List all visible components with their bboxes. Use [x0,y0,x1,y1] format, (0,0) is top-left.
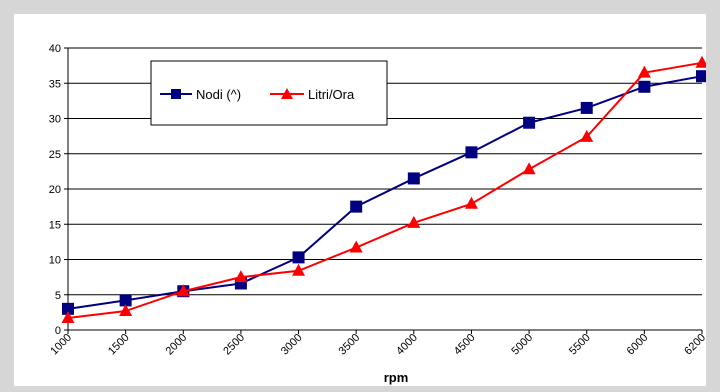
series-line [67,61,703,320]
x-tick-label: 5000 [509,332,535,358]
x-axis-title: rpm [384,370,409,385]
x-tick-label: 1500 [106,332,132,358]
legend-square-marker [171,89,181,99]
legend-triangle-marker [281,88,293,99]
x-tick-label: 2500 [221,332,247,358]
data-point-square [580,101,593,114]
data-point-triangle [234,270,248,283]
x-tick-label: 1000 [48,332,74,358]
y-tick-label: 10 [49,255,61,267]
data-point-square [638,80,651,93]
legend-label: Nodi (^) [196,87,241,102]
data-point-square [62,302,74,315]
y-tick-label: 15 [49,219,61,231]
y-tick-label: 0 [55,325,61,337]
y-tick-label: 5 [55,290,61,302]
data-point-triangle [292,263,306,276]
legend: Nodi (^) Litri/Ora [150,60,388,126]
y-tick-label: 40 [49,43,61,55]
x-tick-label: 5500 [567,332,593,358]
data-point-triangle [176,284,190,297]
data-point-triangle [61,311,75,324]
data-point-triangle [407,215,421,228]
x-tick-label: 6000 [625,332,651,358]
data-point-square [292,251,305,264]
x-tick-label: 4000 [394,332,420,358]
data-point-triangle [522,162,536,175]
data-point-square [407,172,420,185]
data-point-square [350,200,363,213]
data-point-triangle [464,196,478,209]
legend-label: Litri/Ora [308,87,355,102]
line-chart: 0 5 10 15 20 25 30 35 40 1000 1500 2000 2500 3000 3500… [48,43,706,385]
data-point-square [696,70,706,83]
y-tick-label: 25 [49,149,61,161]
y-tick-label: 30 [49,114,61,126]
axes [64,47,703,334]
data-point-square [119,294,132,307]
series-1 [61,55,706,324]
legend-item-1: Litri/Ora [270,87,355,102]
x-tick-label: 6200 [682,332,706,358]
series-lines [61,55,706,324]
data-point-triangle [580,129,594,142]
y-tick-label: 20 [49,184,61,196]
data-point-triangle [119,303,133,316]
series-line [67,75,703,310]
y-tick-label: 35 [49,78,61,90]
x-tick-label: 4500 [452,332,478,358]
legend-item-0: Nodi (^) [160,87,241,102]
x-tick-label: 3500 [337,332,363,358]
data-point-triangle [637,65,651,78]
series-0 [62,70,706,315]
x-tick-label: 3000 [279,332,305,358]
data-point-triangle [695,55,706,68]
data-point-triangle [349,240,363,253]
chart-frame: 0 5 10 15 20 25 30 35 40 1000 1500 2000 2500 3000 3500… [14,14,706,386]
data-point-square [523,116,536,129]
data-point-square [465,146,478,159]
x-tick-label: 2000 [164,332,190,358]
